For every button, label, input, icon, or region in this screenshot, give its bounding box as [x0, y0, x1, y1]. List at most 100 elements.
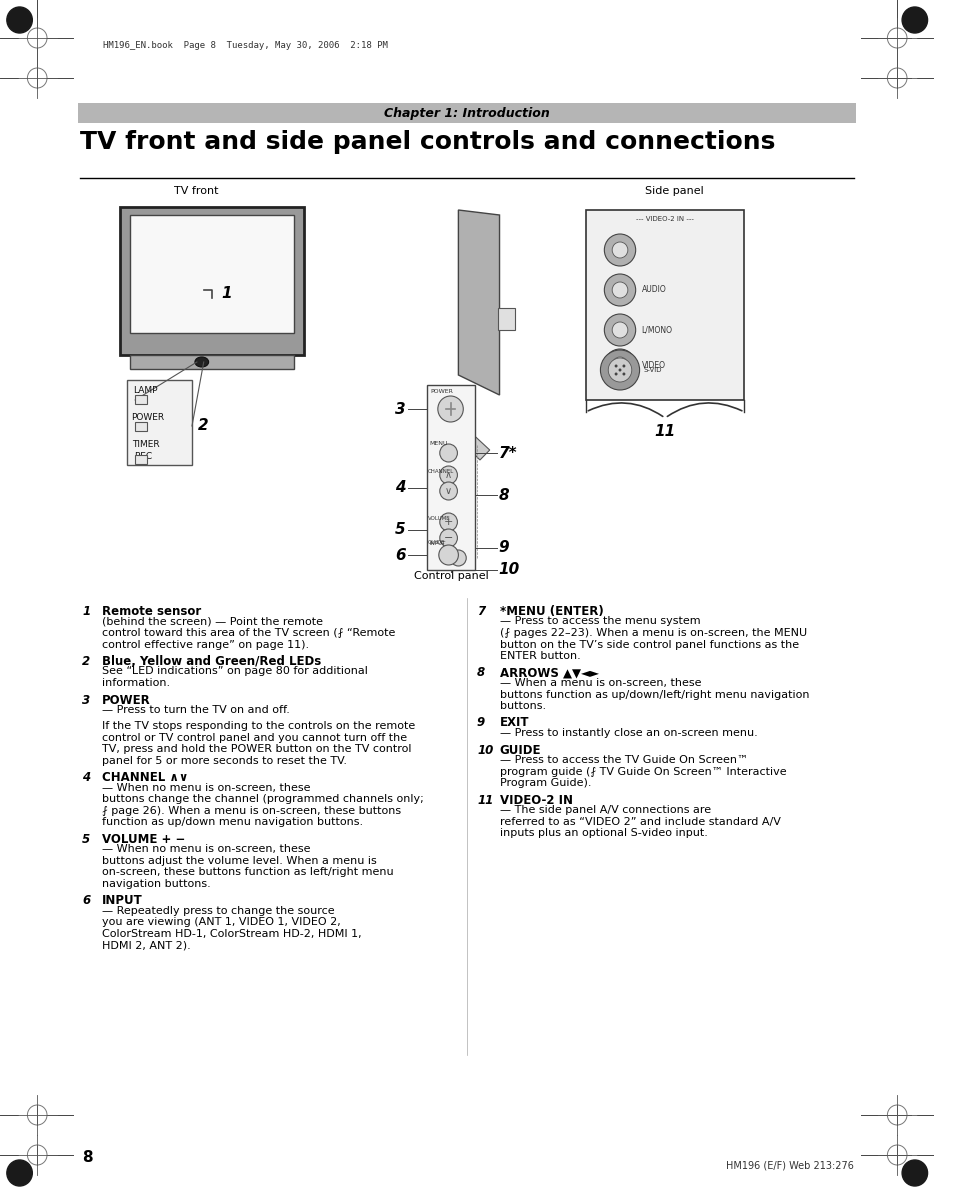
- Text: 11: 11: [654, 425, 675, 439]
- Text: referred to as “VIDEO 2” and include standard A/V: referred to as “VIDEO 2” and include sta…: [499, 816, 780, 827]
- Text: 3: 3: [82, 693, 91, 706]
- Text: ∨: ∨: [444, 486, 452, 496]
- Text: POWER: POWER: [102, 693, 151, 706]
- Text: 9: 9: [498, 540, 509, 556]
- Text: HM196 (E/F) Web 213:276: HM196 (E/F) Web 213:276: [725, 1160, 853, 1170]
- Text: — When no menu is on-screen, these: — When no menu is on-screen, these: [102, 783, 310, 792]
- Circle shape: [621, 365, 625, 367]
- Text: LAMP: LAMP: [133, 387, 157, 395]
- Text: 4: 4: [82, 771, 91, 784]
- Text: 10: 10: [498, 563, 519, 577]
- Text: 2: 2: [82, 655, 91, 668]
- Bar: [497, 308, 515, 330]
- Text: EXIT: EXIT: [499, 717, 529, 729]
- Circle shape: [614, 372, 617, 376]
- Bar: [427, 385, 475, 570]
- Text: control or TV control panel and you cannot turn off the: control or TV control panel and you cann…: [102, 733, 407, 742]
- Circle shape: [612, 322, 627, 338]
- Text: ⨏ page 26). When a menu is on-screen, these buttons: ⨏ page 26). When a menu is on-screen, th…: [102, 805, 400, 816]
- Polygon shape: [458, 210, 499, 395]
- Text: GUIDE: GUIDE: [499, 743, 540, 756]
- Text: VIDEO-2 IN: VIDEO-2 IN: [499, 793, 572, 806]
- Text: ColorStream HD-1, ColorStream HD-2, HDMI 1,: ColorStream HD-1, ColorStream HD-2, HDMI…: [102, 928, 361, 939]
- Text: CHANNEL: CHANNEL: [428, 469, 454, 474]
- Text: 8: 8: [498, 488, 509, 502]
- Text: Remote sensor: Remote sensor: [102, 605, 201, 618]
- Text: --- VIDEO-2 IN ---: --- VIDEO-2 IN ---: [636, 216, 693, 222]
- Circle shape: [438, 545, 458, 565]
- Text: 8: 8: [82, 1150, 92, 1166]
- Text: 11: 11: [476, 793, 493, 806]
- Text: buttons change the channel (programmed channels only;: buttons change the channel (programmed c…: [102, 795, 423, 804]
- Text: (behind the screen) — Point the remote: (behind the screen) — Point the remote: [102, 617, 322, 626]
- Text: 1: 1: [82, 605, 91, 618]
- Text: AUDIO: AUDIO: [640, 285, 665, 295]
- Circle shape: [437, 396, 463, 422]
- Text: MENU: MENU: [429, 441, 447, 446]
- Circle shape: [439, 482, 456, 500]
- Text: Side panel: Side panel: [644, 186, 702, 196]
- Text: TV front: TV front: [173, 186, 218, 196]
- Text: 10: 10: [476, 743, 493, 756]
- Circle shape: [7, 7, 32, 33]
- Text: *MENU (ENTER): *MENU (ENTER): [499, 605, 602, 618]
- Text: — When no menu is on-screen, these: — When no menu is on-screen, these: [102, 845, 310, 854]
- Text: 2: 2: [197, 419, 209, 433]
- Text: POWER: POWER: [132, 413, 164, 422]
- Text: 3: 3: [395, 402, 405, 416]
- Circle shape: [902, 1160, 926, 1186]
- Circle shape: [603, 314, 635, 346]
- Text: navigation buttons.: navigation buttons.: [102, 878, 211, 889]
- Text: you are viewing (ANT 1, VIDEO 1, VIDEO 2,: you are viewing (ANT 1, VIDEO 1, VIDEO 2…: [102, 917, 340, 927]
- Circle shape: [621, 372, 625, 376]
- Text: — Press to access the TV Guide On Screen™: — Press to access the TV Guide On Screen…: [499, 755, 747, 765]
- Text: — Press to access the menu system: — Press to access the menu system: [499, 617, 700, 626]
- Text: INPUT: INPUT: [102, 894, 142, 907]
- Text: Program Guide).: Program Guide).: [499, 778, 591, 789]
- Circle shape: [612, 357, 627, 373]
- Text: POWER: POWER: [430, 389, 453, 394]
- Text: −: −: [443, 533, 453, 543]
- Bar: [135, 395, 147, 404]
- Text: buttons.: buttons.: [499, 701, 545, 711]
- Circle shape: [439, 546, 456, 564]
- Circle shape: [599, 350, 639, 390]
- Text: GUIDE: GUIDE: [428, 540, 445, 545]
- Text: control effective range” on page 11).: control effective range” on page 11).: [102, 639, 309, 649]
- Text: — Press to instantly close an on-screen menu.: — Press to instantly close an on-screen …: [499, 728, 757, 738]
- Text: CHANNEL ∧∨: CHANNEL ∧∨: [102, 771, 188, 784]
- Text: — Press to turn the TV on and off.: — Press to turn the TV on and off.: [102, 705, 290, 715]
- Circle shape: [618, 369, 620, 371]
- Text: — Repeatedly press to change the source: — Repeatedly press to change the source: [102, 905, 335, 915]
- Text: TV front and side panel controls and connections: TV front and side panel controls and con…: [80, 130, 775, 154]
- Text: S-VID: S-VID: [643, 367, 661, 373]
- Text: TIMER: TIMER: [132, 440, 160, 449]
- Text: inputs plus an optional S-video input.: inputs plus an optional S-video input.: [499, 828, 707, 837]
- Text: — The side panel A/V connections are: — The side panel A/V connections are: [499, 805, 710, 815]
- Circle shape: [614, 365, 617, 367]
- Text: 1: 1: [221, 286, 232, 302]
- Polygon shape: [442, 410, 489, 460]
- Bar: [120, 208, 303, 356]
- Text: HM196_EN.book  Page 8  Tuesday, May 30, 2006  2:18 PM: HM196_EN.book Page 8 Tuesday, May 30, 20…: [103, 41, 387, 49]
- Text: REC: REC: [134, 452, 152, 460]
- Circle shape: [603, 234, 635, 266]
- Circle shape: [608, 358, 631, 382]
- Circle shape: [612, 242, 627, 258]
- Text: function as up/down menu navigation buttons.: function as up/down menu navigation butt…: [102, 817, 362, 827]
- Bar: [78, 103, 855, 123]
- Circle shape: [603, 350, 635, 381]
- Text: program guide (⨏ TV Guide On Screen™ Interactive: program guide (⨏ TV Guide On Screen™ Int…: [499, 766, 785, 777]
- Text: 5: 5: [395, 523, 405, 538]
- Text: 7: 7: [476, 605, 485, 618]
- Text: 8: 8: [476, 667, 485, 680]
- Text: 9: 9: [476, 717, 485, 729]
- Bar: [135, 455, 147, 464]
- Text: ENTER button.: ENTER button.: [499, 651, 579, 661]
- Circle shape: [612, 282, 627, 298]
- Text: VIDEO: VIDEO: [640, 360, 665, 370]
- Text: INPUT: INPUT: [430, 540, 446, 546]
- Text: control toward this area of the TV screen (⨏ “Remote: control toward this area of the TV scree…: [102, 628, 395, 638]
- Text: VOLUME: VOLUME: [428, 517, 450, 521]
- Text: HDMI 2, ANT 2).: HDMI 2, ANT 2).: [102, 940, 191, 950]
